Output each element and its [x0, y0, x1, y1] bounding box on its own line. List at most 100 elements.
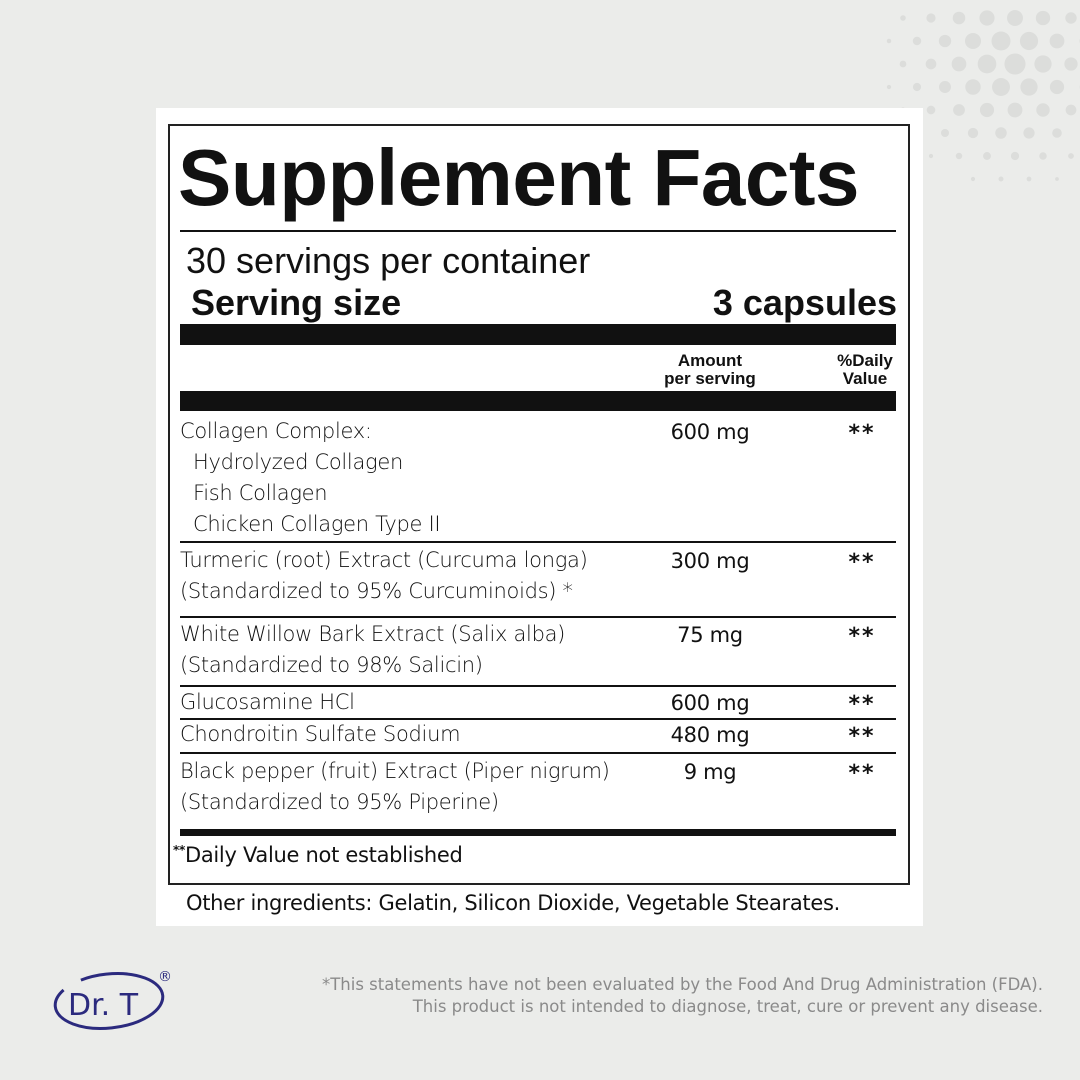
ingredient-amount: 600 mg [670, 420, 750, 444]
row-divider [180, 718, 896, 720]
row-divider [180, 685, 896, 687]
ingredient-amount: 9 mg [683, 760, 737, 784]
ingredient-line: White Willow Bark Extract (Salix alba) [180, 622, 566, 646]
decorative-dot [1035, 10, 1051, 26]
ingredient-amount: 75 mg [677, 623, 743, 647]
decorative-dot [1055, 177, 1059, 181]
ingredient-line: Fish Collagen [193, 481, 328, 505]
decorative-dot [965, 79, 981, 95]
decorative-dot [1065, 12, 1077, 24]
fda-disclaimer-line: This product is not intended to diagnose… [412, 997, 1043, 1016]
decorative-dot [951, 56, 967, 72]
decorative-dot [1068, 153, 1074, 159]
decorative-dot [1007, 10, 1023, 26]
decorative-dot [899, 60, 907, 68]
decorative-dot [886, 38, 892, 44]
serving-size-label: Serving size [191, 282, 402, 323]
serving-size-value: 3 capsules [712, 282, 897, 323]
ingredient-line: Black pepper (fruit) Extract (Piper nigr… [180, 759, 610, 783]
ingredient-daily-value: ** [848, 761, 876, 786]
ingredient-amount: 600 mg [670, 691, 750, 715]
decorative-dot [953, 104, 965, 116]
decorative-dot [955, 152, 963, 160]
logo-text: Dr. T [68, 988, 139, 1023]
thick-bar [180, 391, 896, 411]
decorative-dot [1019, 31, 1039, 51]
ingredient-daily-value: ** [848, 724, 876, 749]
dv-header-line: Value [842, 369, 888, 388]
dv-header: %Daily Value [825, 352, 905, 388]
ingredient-name: Chondroitin Sulfate Sodium [180, 719, 461, 750]
ingredient-daily-value: ** [848, 624, 876, 649]
decorative-dot [979, 10, 995, 26]
ingredient-name: White Willow Bark Extract (Salix alba) (S… [180, 619, 565, 681]
ingredient-line: (Standardized to 95% Piperine) [180, 790, 499, 814]
label-panel [156, 108, 923, 926]
decorative-dot [1049, 79, 1065, 95]
ingredient-name: Turmeric (root) Extract (Curcuma longa) (… [180, 545, 588, 607]
decorative-dot [1026, 176, 1032, 182]
registered-mark: ® [158, 969, 172, 985]
decorative-dot [1049, 33, 1065, 49]
thick-bar [180, 324, 896, 345]
ingredient-line: Chondroitin Sulfate Sodium [180, 722, 461, 746]
decorative-dot [912, 36, 922, 46]
thick-bar [180, 829, 896, 836]
row-divider [180, 752, 896, 754]
ingredient-line: Collagen Complex: [180, 419, 372, 443]
decorative-dot [928, 153, 934, 159]
decorative-dot [952, 11, 966, 25]
decorative-dot [964, 32, 982, 50]
decorative-dot [925, 58, 937, 70]
amount-header-line: Amount [677, 351, 743, 370]
amount-header-line: per serving [664, 369, 756, 388]
ingredient-name: Black pepper (fruit) Extract (Piper nigr… [180, 756, 610, 818]
ingredient-amount: 480 mg [670, 723, 750, 747]
dr-t-logo: Dr. T ® [52, 965, 177, 1039]
decorative-dot [967, 127, 979, 139]
ingredient-daily-value: ** [848, 692, 876, 717]
decorative-dot [940, 128, 950, 138]
decorative-dots [886, 10, 1080, 182]
fda-disclaimer-line: *This statements have not been evaluated… [321, 975, 1043, 994]
ingredient-line: Hydrolyzed Collagen [193, 450, 403, 474]
ingredient-line: Glucosamine HCl [180, 690, 355, 714]
decorative-dot [1004, 53, 1026, 75]
decorative-dot [1020, 78, 1038, 96]
label-title: Supplement Facts [178, 133, 860, 222]
decorative-dot [1039, 152, 1047, 160]
decorative-dot [1010, 151, 1020, 161]
row-divider [180, 541, 896, 543]
servings-per-container: 30 servings per container [186, 240, 591, 281]
ingredient-line: Chicken Collagen Type II [193, 512, 441, 536]
decorative-dot [1023, 127, 1035, 139]
ingredient-name: Glucosamine HCl [180, 687, 355, 718]
decorative-dot [912, 82, 922, 92]
amount-header: Amount per serving [650, 352, 770, 388]
decorative-dot [939, 81, 951, 93]
ingredient-line: Turmeric (root) Extract (Curcuma longa) [180, 548, 588, 572]
ingredient-amount: 300 mg [670, 549, 750, 573]
ingredient-name: Collagen Complex: Hydrolyzed Collagen Fish… [180, 416, 441, 540]
decorative-dot [983, 152, 991, 160]
decorative-dot [992, 78, 1010, 96]
row-divider [180, 616, 896, 618]
divider [180, 230, 896, 232]
decorative-dot [926, 13, 936, 23]
footnote-text: Daily Value not established [184, 843, 463, 867]
decorative-dot [991, 31, 1011, 51]
decorative-dot [979, 102, 995, 118]
supplement-facts-box [168, 124, 910, 885]
decorative-dot [1065, 104, 1077, 116]
decorative-dot [977, 54, 997, 74]
decorative-dot [1064, 57, 1078, 71]
decorative-dot [886, 84, 892, 90]
ingredient-daily-value: ** [848, 421, 876, 446]
footnote: **Daily Value not established [173, 843, 463, 867]
decorative-dot [1036, 103, 1050, 117]
decorative-dot [900, 15, 906, 21]
decorative-dot [1007, 102, 1023, 118]
footnote-mark: ** [173, 843, 185, 857]
other-ingredients: Other ingredients: Gelatin, Silicon Diox… [186, 891, 840, 915]
decorative-dot [970, 176, 976, 182]
